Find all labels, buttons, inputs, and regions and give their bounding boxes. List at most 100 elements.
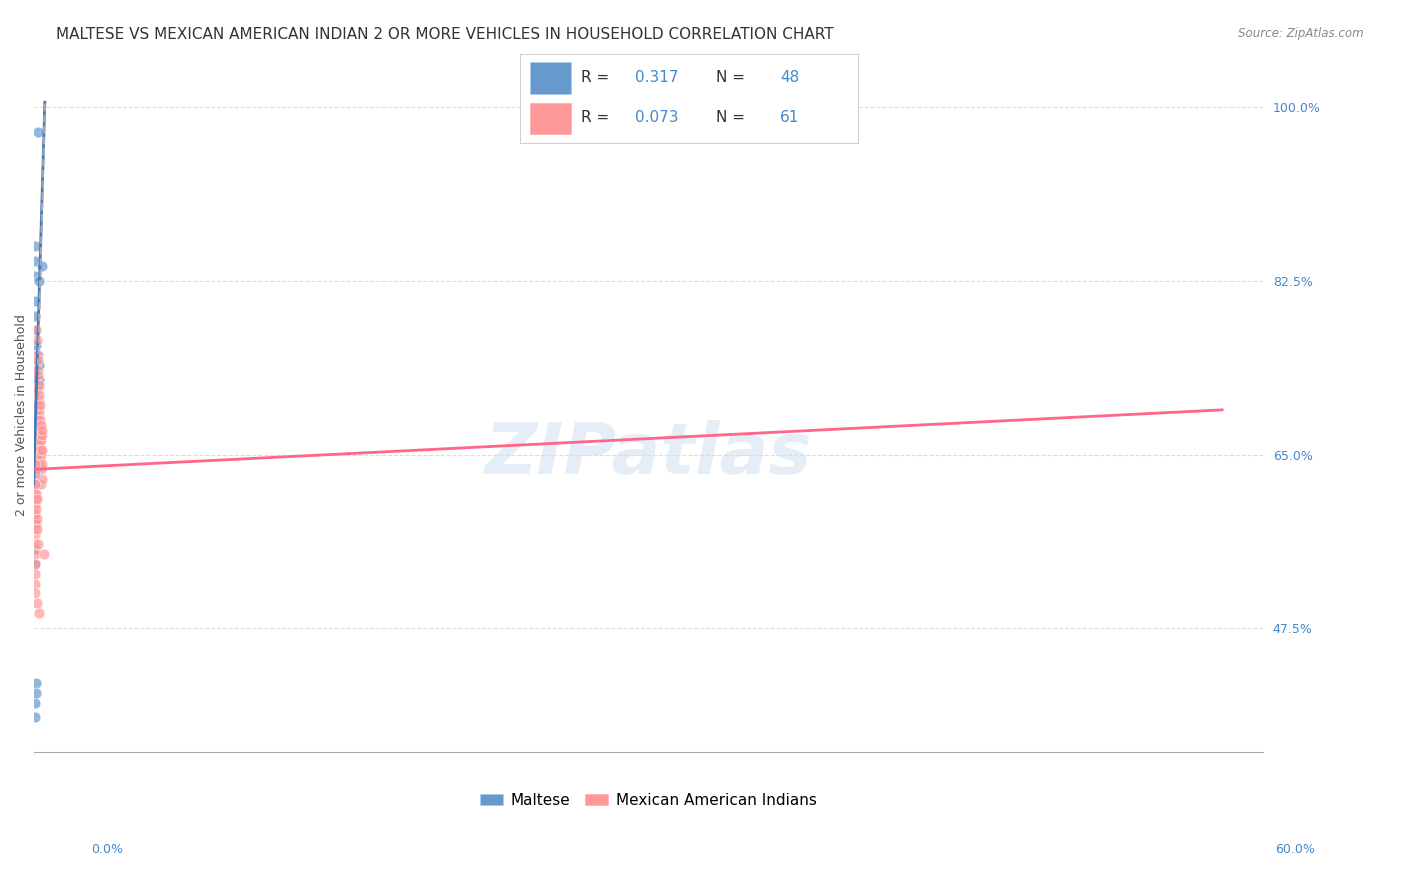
Point xyxy=(31,472,53,486)
Point xyxy=(28,413,51,427)
Point xyxy=(31,427,53,442)
Point xyxy=(25,433,48,447)
Point xyxy=(24,254,46,268)
Point xyxy=(25,492,48,507)
Point xyxy=(25,334,48,348)
Point xyxy=(28,402,51,417)
Point xyxy=(28,408,51,422)
Point xyxy=(25,442,48,457)
Point xyxy=(24,437,46,451)
Point xyxy=(24,408,46,422)
Point xyxy=(27,348,49,362)
Text: 61: 61 xyxy=(780,111,800,125)
Point xyxy=(28,607,51,621)
Point xyxy=(24,477,46,491)
Point xyxy=(24,675,46,690)
Point xyxy=(27,353,49,368)
Point xyxy=(28,378,51,392)
Point xyxy=(24,442,46,457)
Point xyxy=(30,448,52,462)
Point xyxy=(25,448,48,462)
Text: Source: ZipAtlas.com: Source: ZipAtlas.com xyxy=(1239,27,1364,40)
Point xyxy=(24,477,46,491)
Text: N =: N = xyxy=(716,70,749,85)
Point xyxy=(30,477,52,491)
Point xyxy=(24,557,46,571)
Point xyxy=(25,522,48,536)
Point xyxy=(24,458,46,472)
Point xyxy=(24,323,46,337)
Point xyxy=(31,442,53,457)
Point xyxy=(24,516,46,531)
Point xyxy=(24,467,46,482)
Point xyxy=(27,378,49,392)
Point xyxy=(24,547,46,561)
Point xyxy=(24,686,46,700)
Point xyxy=(25,427,48,442)
FancyBboxPatch shape xyxy=(530,103,571,134)
Point xyxy=(24,239,46,253)
Point xyxy=(24,516,46,531)
Point xyxy=(28,427,51,442)
Point xyxy=(25,398,48,412)
Point xyxy=(30,433,52,447)
Point xyxy=(28,433,51,447)
Point xyxy=(24,492,46,507)
Point xyxy=(27,125,49,139)
Point xyxy=(24,516,46,531)
Point xyxy=(25,458,48,472)
Point xyxy=(31,458,53,472)
Point xyxy=(25,492,48,507)
Point xyxy=(24,487,46,501)
Point xyxy=(24,507,46,521)
Point xyxy=(31,423,53,437)
Point xyxy=(25,448,48,462)
Point xyxy=(25,477,48,491)
Point xyxy=(24,452,46,467)
Point xyxy=(28,398,51,412)
Text: 60.0%: 60.0% xyxy=(1275,843,1315,856)
Point xyxy=(24,507,46,521)
Point xyxy=(24,338,46,352)
Text: R =: R = xyxy=(581,70,614,85)
Text: 48: 48 xyxy=(780,70,799,85)
Point xyxy=(28,373,51,387)
Point xyxy=(27,363,49,377)
Text: ZIPatlas: ZIPatlas xyxy=(485,420,813,489)
Point xyxy=(24,497,46,511)
FancyBboxPatch shape xyxy=(530,62,571,94)
Point xyxy=(27,398,49,412)
Point xyxy=(32,547,55,561)
Point xyxy=(24,383,46,397)
Point xyxy=(28,442,51,457)
Text: N =: N = xyxy=(716,111,749,125)
Point xyxy=(24,586,46,600)
Text: R =: R = xyxy=(581,111,614,125)
Point xyxy=(25,417,48,432)
Point xyxy=(25,462,48,476)
Point xyxy=(25,413,48,427)
Text: MALTESE VS MEXICAN AMERICAN INDIAN 2 OR MORE VEHICLES IN HOUSEHOLD CORRELATION C: MALTESE VS MEXICAN AMERICAN INDIAN 2 OR … xyxy=(56,27,834,42)
Y-axis label: 2 or more Vehicles in Household: 2 or more Vehicles in Household xyxy=(15,314,28,516)
Point xyxy=(24,417,46,432)
Point xyxy=(25,363,48,377)
Point xyxy=(25,596,48,610)
Point xyxy=(24,323,46,337)
Point xyxy=(24,537,46,551)
Point xyxy=(24,566,46,581)
Point xyxy=(28,388,51,402)
Point xyxy=(28,423,51,437)
Point xyxy=(27,537,49,551)
Point xyxy=(25,427,48,442)
Text: 0.073: 0.073 xyxy=(636,111,679,125)
Point xyxy=(24,467,46,482)
Point xyxy=(24,557,46,571)
Point xyxy=(24,309,46,323)
Point xyxy=(27,383,49,397)
Point xyxy=(24,522,46,536)
Point xyxy=(28,458,51,472)
Point xyxy=(24,576,46,591)
Point xyxy=(24,541,46,556)
Point xyxy=(24,487,46,501)
Point xyxy=(28,437,51,451)
